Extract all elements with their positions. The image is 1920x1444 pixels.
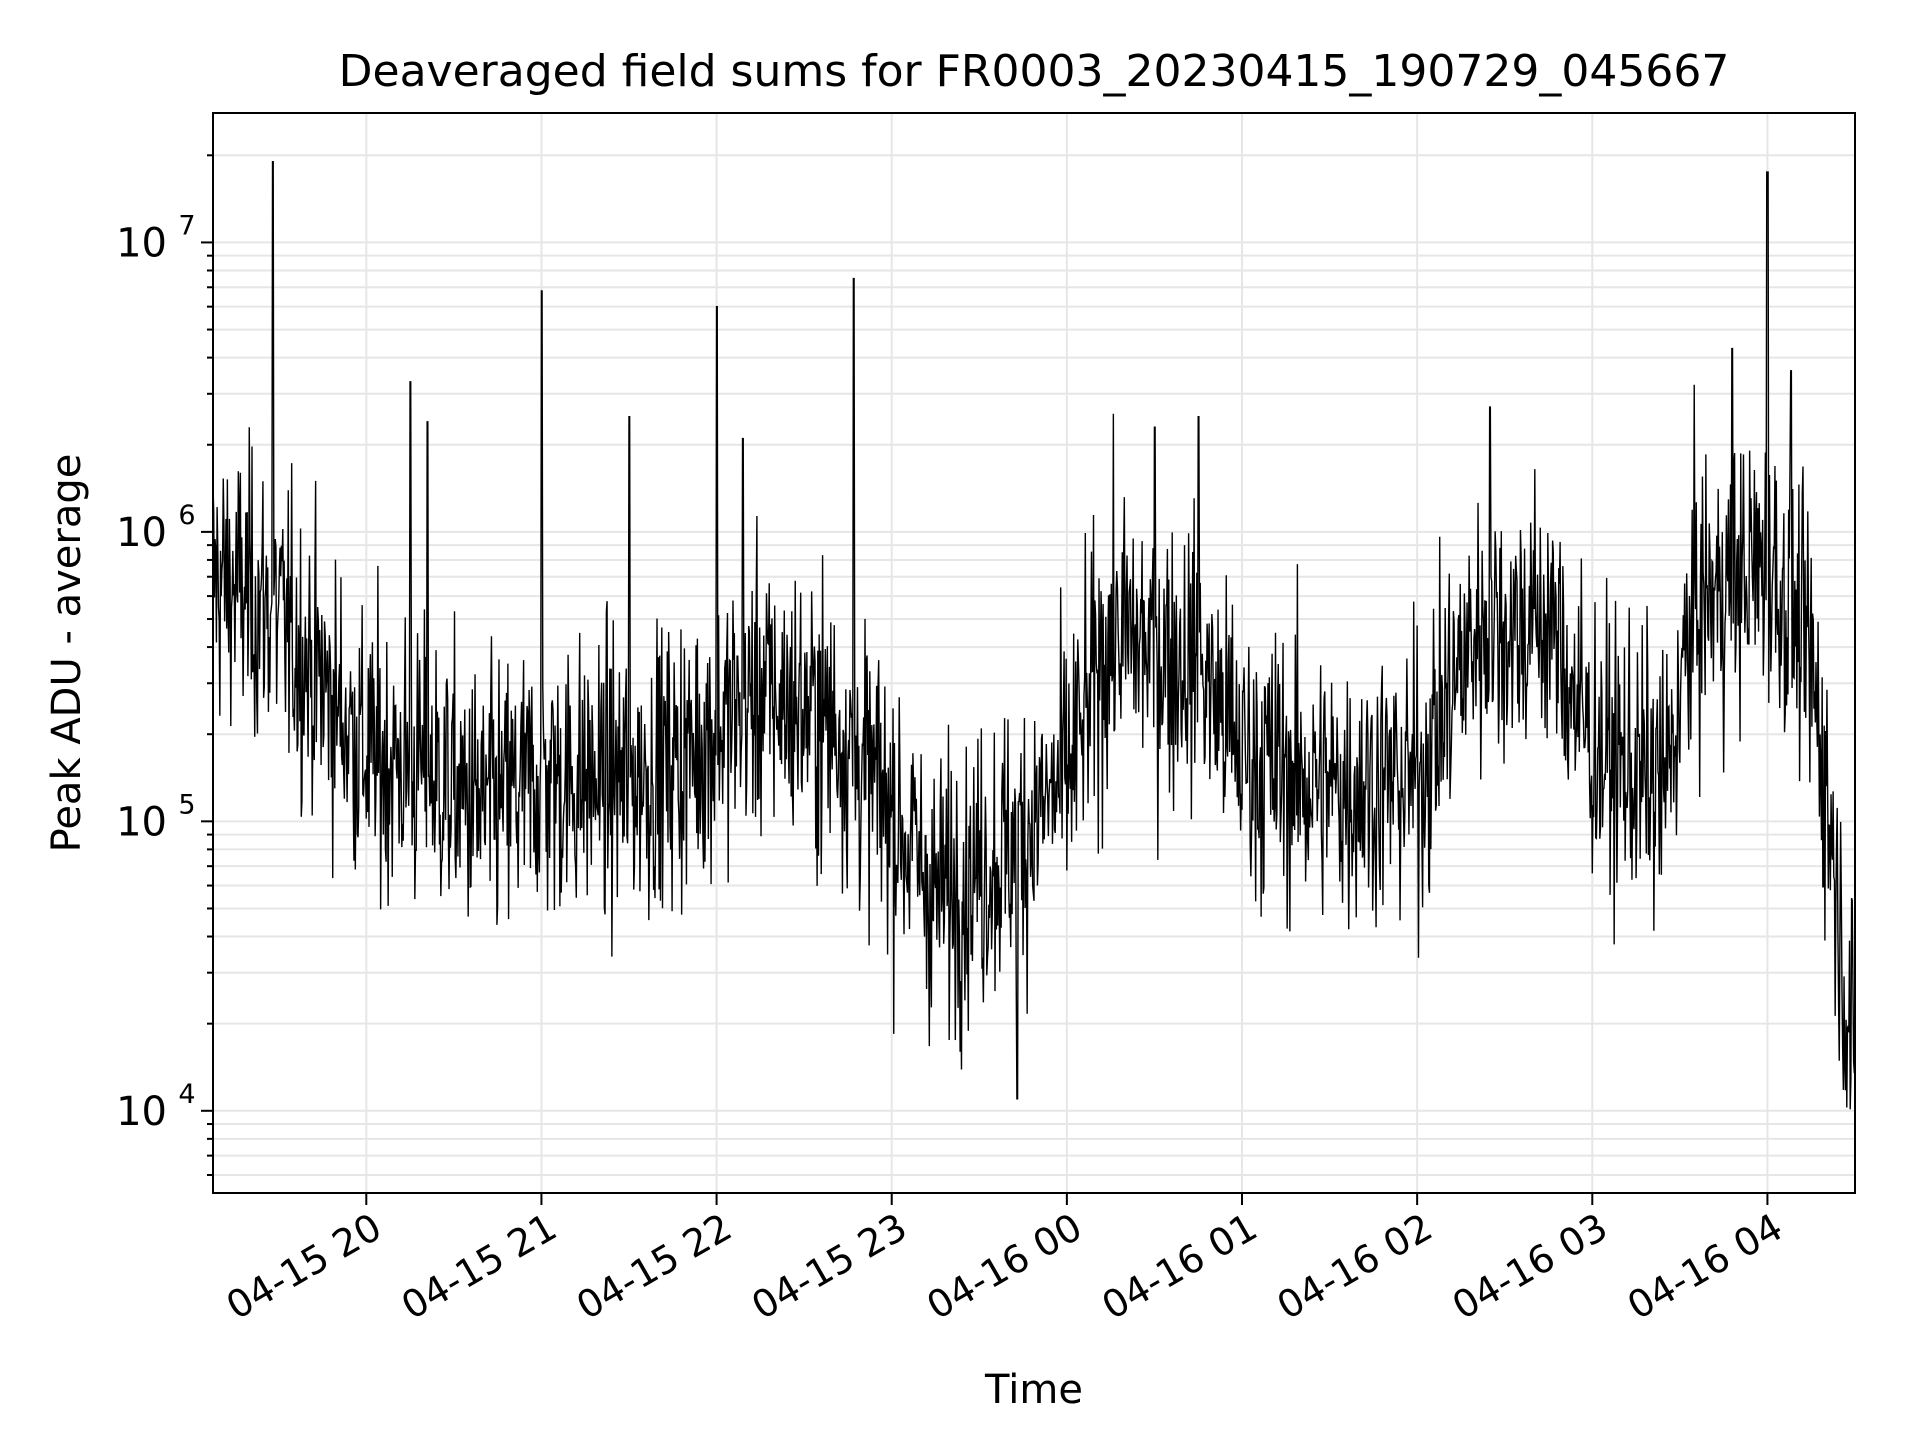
grid-layer	[213, 113, 1855, 1193]
y-tick-label: 10	[116, 510, 167, 556]
plot-frame	[212, 112, 1856, 1194]
series-line	[213, 161, 1855, 1110]
y-tick-exponent: 7	[178, 210, 195, 241]
y-tick-base: 10	[116, 220, 167, 266]
y-tick-label: 10	[116, 799, 167, 845]
x-tick-label: 04-15 23	[744, 1205, 914, 1329]
chart-title: Deaveraged field sums for FR0003_2023041…	[339, 46, 1730, 97]
x-tick-label: 04-15 21	[394, 1205, 564, 1329]
x-tick-label: 04-16 00	[919, 1205, 1089, 1329]
y-tick-label: 10	[116, 220, 167, 266]
y-tick-label: 10	[116, 1089, 167, 1135]
x-tick-label: 04-16 02	[1270, 1205, 1440, 1329]
y-axis-label: Peak ADU - average	[44, 454, 90, 853]
x-tick-label: 04-16 01	[1095, 1205, 1265, 1329]
line-layer	[213, 161, 1855, 1110]
y-tick-base: 10	[116, 1089, 167, 1135]
y-tick-base: 10	[116, 799, 167, 845]
y-tick-exponent: 4	[178, 1079, 195, 1110]
y-tick-exponent: 6	[178, 500, 195, 531]
x-axis-label: Time	[984, 1367, 1083, 1413]
y-tick-base: 10	[116, 510, 167, 556]
x-tick-label: 04-15 22	[569, 1205, 739, 1329]
x-tick-label: 04-16 03	[1445, 1205, 1615, 1329]
y-tick-exponent: 5	[178, 789, 195, 820]
x-tick-label: 04-15 20	[219, 1205, 389, 1329]
x-tick-label: 04-16 04	[1620, 1205, 1790, 1329]
